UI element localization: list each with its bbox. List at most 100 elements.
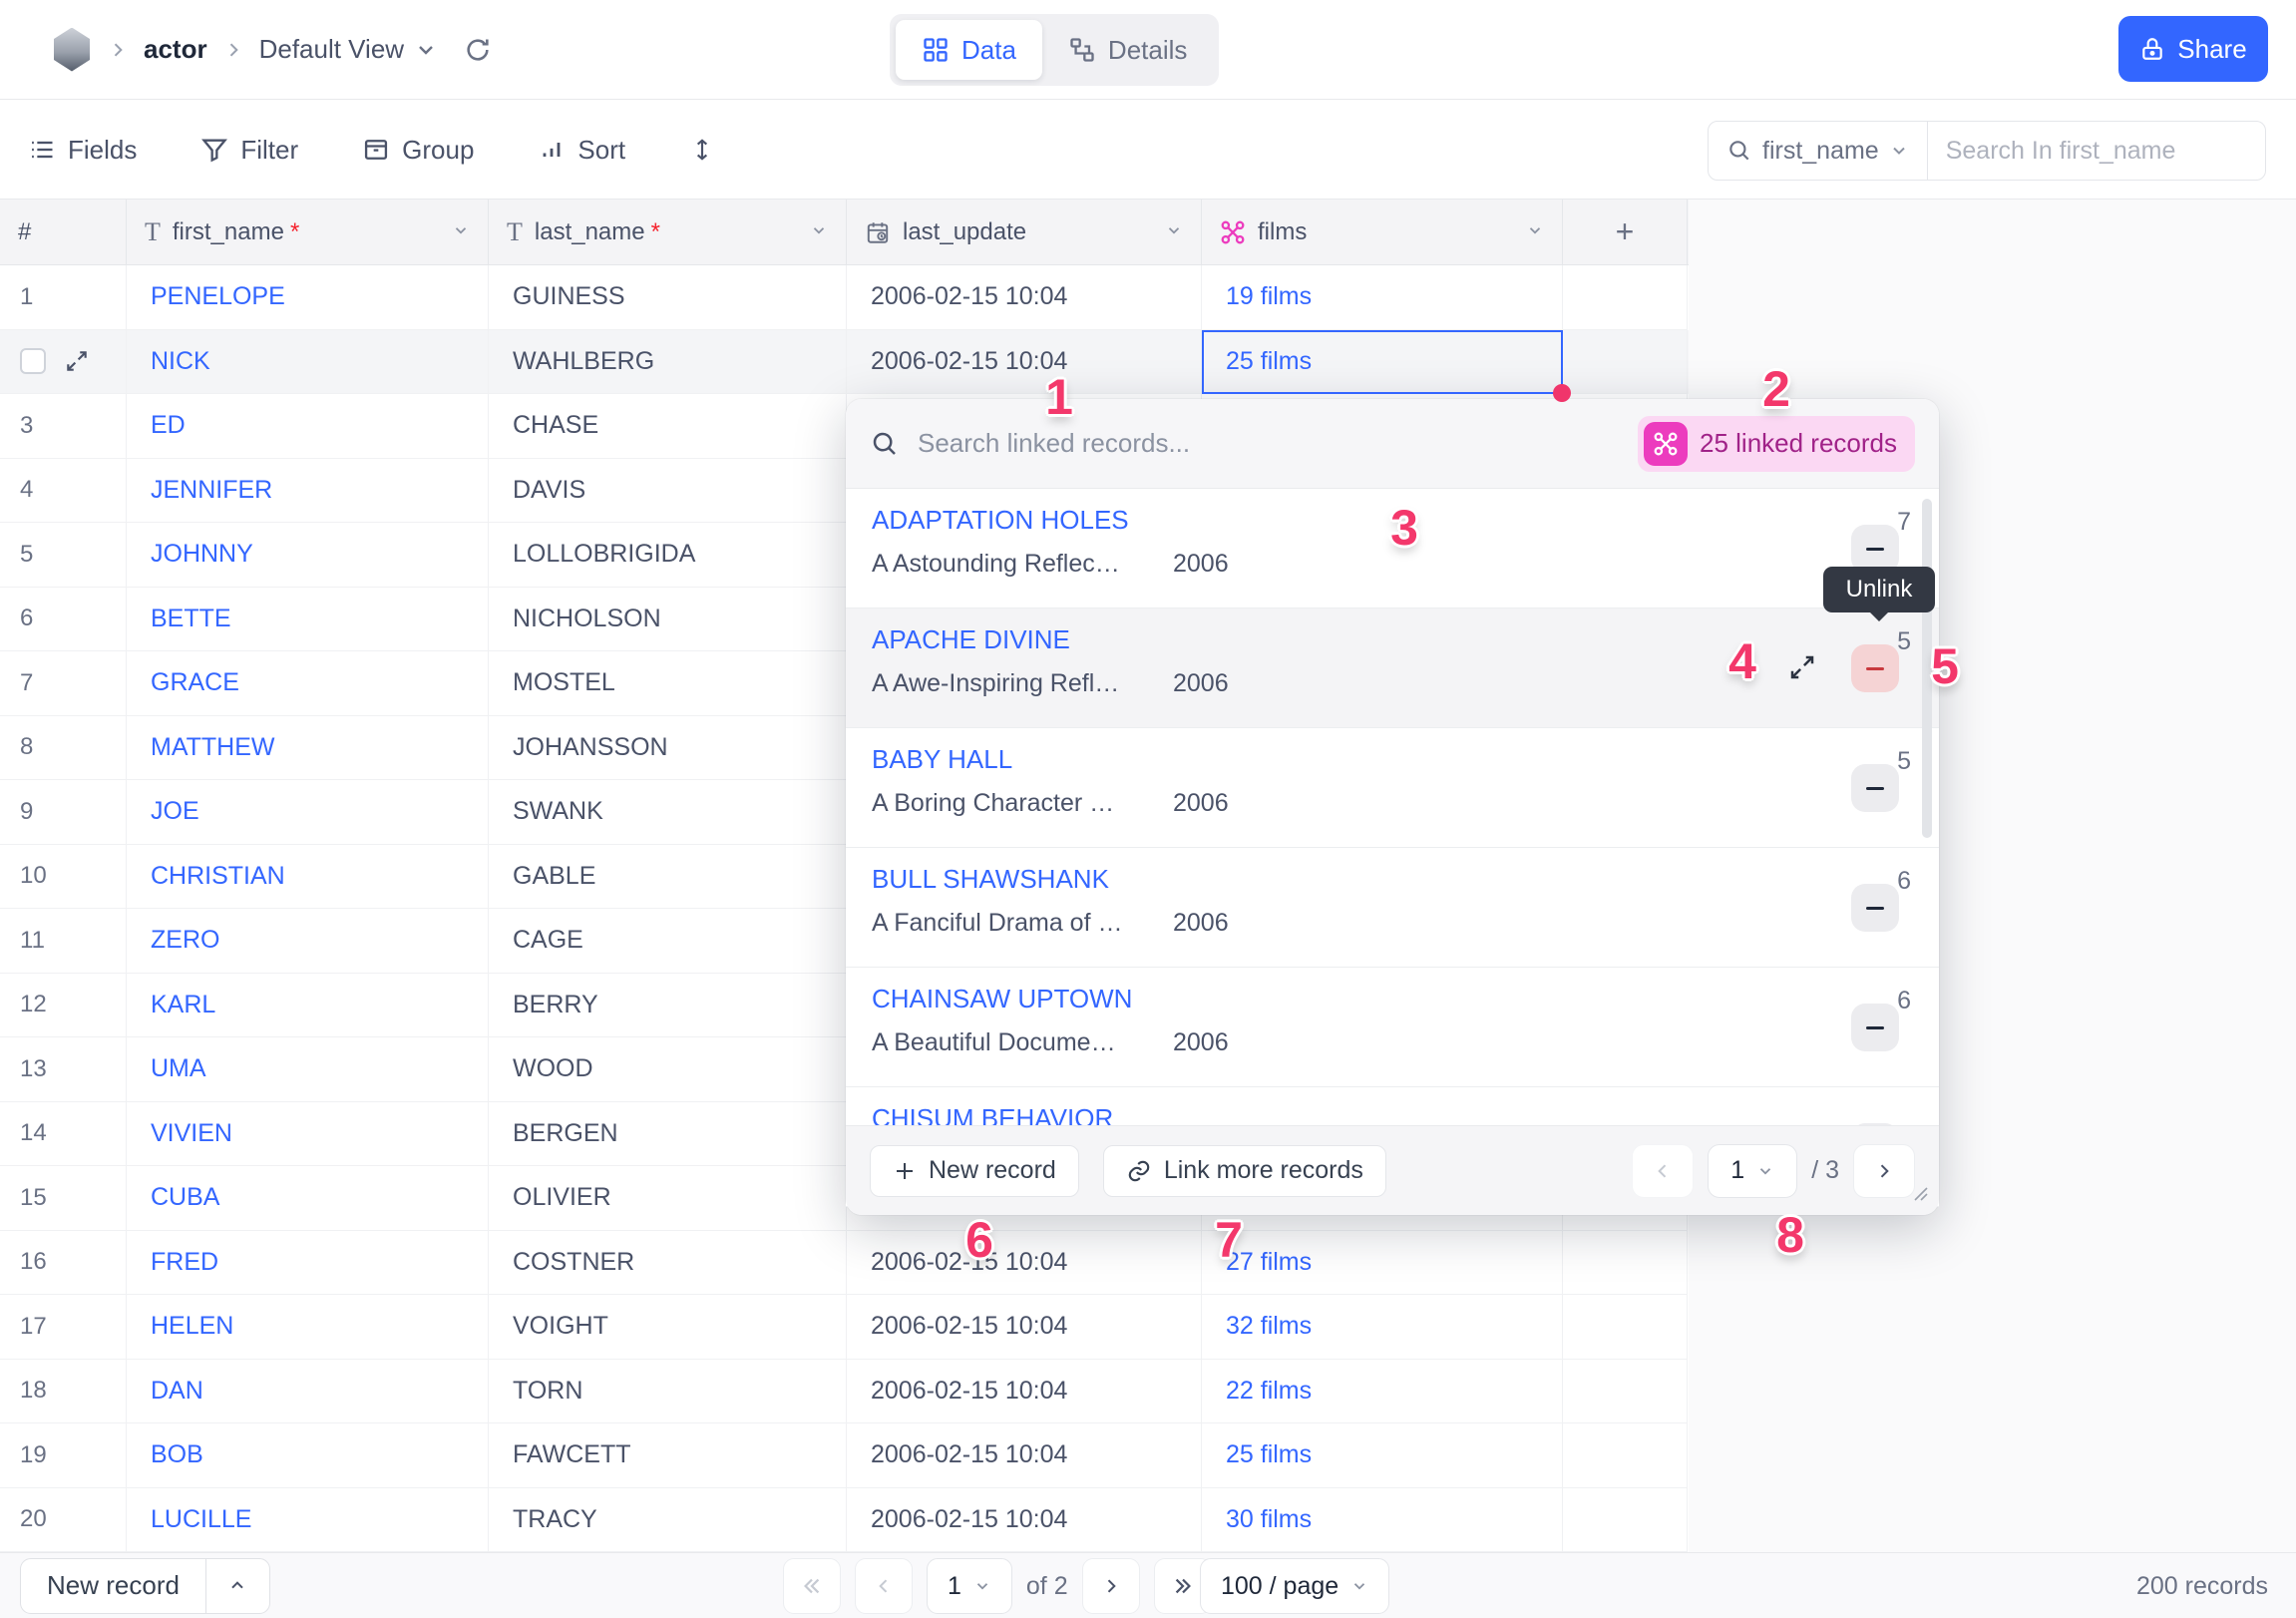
chevron-down-icon[interactable] [1165, 218, 1183, 246]
row-checkbox[interactable] [20, 348, 46, 375]
column-header-last-update[interactable]: last_update [847, 200, 1202, 264]
linked-record-row[interactable]: BULL SHAWSHANK A Fanciful Drama of … 200… [846, 848, 1939, 968]
next-page-button[interactable] [1081, 1558, 1140, 1614]
first-page-button[interactable] [783, 1558, 841, 1614]
group-button[interactable]: Group [362, 135, 474, 166]
fields-button[interactable]: Fields [28, 135, 137, 166]
unlink-button[interactable] [1851, 525, 1899, 573]
cell-films[interactable]: 19 films [1202, 265, 1563, 330]
cell-last-name[interactable]: GABLE [489, 844, 847, 909]
search-field-selector[interactable]: first_name [1709, 122, 1928, 180]
unlink-button-hovered[interactable] [1851, 644, 1899, 692]
cell-first-name[interactable]: KARL [127, 973, 489, 1037]
expand-record-icon[interactable] [64, 348, 90, 374]
cell-last-name[interactable]: WAHLBERG [489, 329, 847, 394]
refresh-icon[interactable] [464, 36, 492, 64]
cell-last-name[interactable]: BERGEN [489, 1101, 847, 1166]
cell-last-name[interactable]: TORN [489, 1359, 847, 1423]
cell-first-name[interactable]: CHRISTIAN [127, 844, 489, 909]
cell-last-name[interactable]: COSTNER [489, 1230, 847, 1295]
add-column-button[interactable]: + [1563, 200, 1688, 264]
cell-first-name[interactable]: BETTE [127, 587, 489, 651]
chevron-down-icon[interactable] [810, 218, 828, 246]
cell-first-name[interactable]: MATTHEW [127, 715, 489, 780]
cell-films[interactable]: 25 films [1202, 1423, 1563, 1488]
cell-first-name[interactable]: ZERO [127, 909, 489, 974]
cell-last-name[interactable]: OLIVIER [489, 1166, 847, 1231]
cell-last-name[interactable]: JOHANSSON [489, 715, 847, 780]
cell-last-update[interactable]: 2006-02-15 10:04 [847, 265, 1202, 330]
unlink-button[interactable] [1851, 884, 1899, 932]
chevron-down-icon[interactable] [1526, 218, 1544, 246]
unlink-button[interactable] [1851, 1004, 1899, 1051]
cell-first-name[interactable]: LUCILLE [127, 1487, 489, 1552]
sort-button[interactable]: Sort [538, 135, 625, 166]
linked-record-row[interactable]: BABY HALL A Boring Character … 2006 5 [846, 728, 1939, 848]
linked-record-row[interactable]: CHAINSAW UPTOWN A Beautiful Docume… 2006… [846, 968, 1939, 1087]
cell-first-name[interactable]: VIVIEN [127, 1101, 489, 1166]
cell-first-name[interactable]: FRED [127, 1230, 489, 1295]
view-selector[interactable]: Default View [259, 34, 439, 65]
row-height-button[interactable] [689, 136, 715, 164]
popup-scrollbar[interactable] [1922, 499, 1932, 838]
record-title[interactable]: CHAINSAW UPTOWN [872, 984, 1133, 1013]
cell-last-name[interactable]: FAWCETT [489, 1423, 847, 1488]
cell-last-name[interactable]: CHASE [489, 394, 847, 459]
chevron-down-icon[interactable] [452, 218, 470, 246]
expand-record-icon[interactable] [1787, 652, 1817, 682]
cell-first-name[interactable]: PENELOPE [127, 265, 489, 330]
popup-page-select[interactable]: 1 [1708, 1143, 1798, 1198]
cell-first-name[interactable]: JENNIFER [127, 458, 489, 523]
cell-first-name[interactable]: ED [127, 394, 489, 459]
popup-next-page-button[interactable] [1853, 1143, 1915, 1198]
cell-last-name[interactable]: GUINESS [489, 265, 847, 330]
cell-last-name[interactable]: BERRY [489, 973, 847, 1037]
cell-first-name[interactable]: HELEN [127, 1295, 489, 1360]
cell-films[interactable]: 27 films [1202, 1230, 1563, 1295]
unlink-button[interactable] [1851, 764, 1899, 812]
search-input[interactable] [1927, 136, 2285, 166]
filter-button[interactable]: Filter [200, 135, 298, 166]
popup-resize-handle[interactable] [1909, 1182, 1929, 1207]
cell-last-update[interactable]: 2006-02-15 10:04 [847, 329, 1202, 394]
column-header-last-name[interactable]: T last_name * [489, 200, 847, 264]
tab-data[interactable]: Data [896, 20, 1042, 80]
record-title[interactable]: BABY HALL [872, 744, 1013, 774]
cell-last-name[interactable]: WOOD [489, 1037, 847, 1102]
cell-first-name[interactable]: JOHNNY [127, 523, 489, 588]
prev-page-button[interactable] [855, 1558, 913, 1614]
cell-last-update[interactable]: 2006-02-15 10:04 [847, 1230, 1202, 1295]
popup-new-record-button[interactable]: New record [870, 1144, 1079, 1197]
share-button[interactable]: Share [2118, 16, 2268, 82]
cell-films[interactable]: 22 films [1202, 1359, 1563, 1423]
cell-last-update[interactable]: 2006-02-15 10:04 [847, 1295, 1202, 1360]
tab-details[interactable]: Details [1042, 20, 1213, 80]
cell-first-name[interactable]: JOE [127, 780, 489, 845]
linked-record-row[interactable]: ADAPTATION HOLES A Astounding Reflec… 20… [846, 489, 1939, 608]
linked-record-row-hovered[interactable]: APACHE DIVINE A Awe-Inspiring Refl… 2006… [846, 608, 1939, 728]
link-more-records-button[interactable]: Link more records [1102, 1144, 1386, 1197]
cell-last-update[interactable]: 2006-02-15 10:04 [847, 1359, 1202, 1423]
cell-last-name[interactable]: LOLLOBRIGIDA [489, 523, 847, 588]
cell-first-name[interactable]: GRACE [127, 651, 489, 716]
cell-last-name[interactable]: MOSTEL [489, 651, 847, 716]
record-title[interactable]: APACHE DIVINE [872, 624, 1070, 654]
app-logo-icon[interactable] [54, 27, 90, 72]
cell-films[interactable]: 30 films [1202, 1487, 1563, 1552]
cell-first-name[interactable]: UMA [127, 1037, 489, 1102]
selection-handle-dot[interactable] [1553, 384, 1571, 402]
new-record-button[interactable]: New record [47, 1570, 180, 1600]
record-title[interactable]: BULL SHAWSHANK [872, 864, 1109, 894]
cell-last-update[interactable]: 2006-02-15 10:04 [847, 1487, 1202, 1552]
cell-last-name[interactable]: SWANK [489, 780, 847, 845]
cell-last-name[interactable]: TRACY [489, 1487, 847, 1552]
column-header-first-name[interactable]: T first_name * [127, 200, 489, 264]
cell-first-name[interactable]: NICK [127, 329, 489, 394]
cell-last-name[interactable]: CAGE [489, 909, 847, 974]
cell-last-name[interactable]: VOIGHT [489, 1295, 847, 1360]
new-record-options-button[interactable] [204, 1558, 269, 1613]
record-title[interactable]: ADAPTATION HOLES [872, 505, 1129, 535]
cell-last-update[interactable]: 2006-02-15 10:04 [847, 1423, 1202, 1488]
cell-last-name[interactable]: DAVIS [489, 458, 847, 523]
cell-films-selected[interactable]: 25 films [1202, 329, 1571, 402]
